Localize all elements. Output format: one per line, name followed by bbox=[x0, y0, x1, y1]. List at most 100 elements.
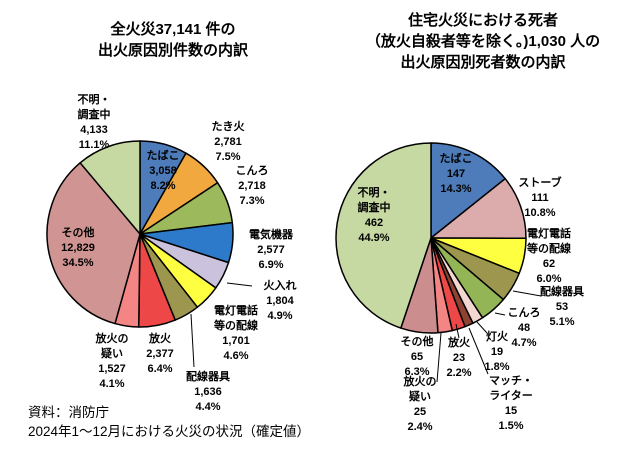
slice-label-line: 配線器具 bbox=[540, 286, 584, 298]
slice-label-line: 2,577 bbox=[257, 244, 285, 256]
slice-label-line: 4.4% bbox=[195, 401, 221, 413]
slice-label-line: ライター bbox=[489, 390, 533, 402]
leader-line-home-fire-deaths-by-cause-cooking-stove bbox=[494, 312, 506, 316]
slice-label-line: 1,804 bbox=[266, 295, 294, 307]
slice-label-home-fire-deaths-by-cause-electrical-wiring: 電灯電話 等の配線 62 6.0% bbox=[527, 227, 571, 287]
slice-label-line: 7.3% bbox=[239, 195, 265, 207]
slice-label-line: 4.7% bbox=[511, 337, 537, 349]
slice-label-all-fires-by-cause-arson: 放火 2,377 6.4% bbox=[146, 332, 174, 377]
slice-label-all-fires-by-cause-tobacco: たばこ 3,058 8.2% bbox=[147, 149, 180, 194]
slice-label-line: 電気機器 bbox=[249, 229, 293, 241]
leader-line-home-fire-deaths-by-cause-match-lighter bbox=[468, 327, 489, 375]
chart-title-line: 出火原因別件数の内訳 bbox=[97, 42, 249, 59]
slice-label-line: 4.6% bbox=[223, 350, 249, 362]
slice-label-line: 4.9% bbox=[267, 310, 293, 322]
leader-line-all-fires-by-cause-controlled-burn bbox=[226, 282, 253, 287]
slice-label-line: 53 bbox=[555, 301, 569, 313]
chart-title-line: 住宅火災における死者 bbox=[407, 12, 559, 29]
slice-label-line: 15 bbox=[504, 405, 518, 417]
period-line: 2024年1～12月における火災の状況（確定値） bbox=[28, 424, 311, 439]
chart-title-line: （放火自殺者等を除く。)1,030 人の bbox=[365, 33, 601, 50]
slice-label-line: 4,133 bbox=[80, 124, 108, 136]
slice-label-line: 放火の bbox=[95, 333, 129, 345]
source-line: 資料：消防庁 bbox=[28, 405, 109, 420]
chart-title-line: 出火原因別死者数の内訳 bbox=[400, 54, 566, 71]
slice-label-line: 火入れ bbox=[263, 280, 297, 292]
leader-line-home-fire-deaths-by-cause-wiring-devices bbox=[512, 290, 542, 297]
slice-label-line: 6.3% bbox=[404, 366, 430, 378]
slice-label-line: 10.8% bbox=[524, 207, 556, 219]
slice-label-all-fires-by-cause-other: その他 12,829 34.5% bbox=[61, 226, 95, 271]
slice-label-line: こんろ bbox=[507, 307, 541, 319]
slice-label-home-fire-deaths-by-cause-heating-stove: ストーブ 111 10.8% bbox=[518, 176, 561, 221]
slice-label-line: 5.1% bbox=[549, 316, 575, 328]
slice-label-line: 34.5% bbox=[62, 257, 94, 269]
slice-label-line: 2,377 bbox=[146, 348, 174, 360]
slice-label-home-fire-deaths-by-cause-unknown-under-investigation: 不明・ 調査中 462 44.9% bbox=[358, 186, 391, 246]
slice-label-line: 1.8% bbox=[484, 361, 510, 373]
slice-label-line: 1,527 bbox=[98, 363, 126, 375]
slice-label-all-fires-by-cause-unknown-under-investigation: 不明・調査中 4,133 11.1% bbox=[78, 93, 111, 153]
slice-label-line: 6.0% bbox=[536, 273, 562, 285]
slice-label-line: 6.9% bbox=[258, 259, 284, 271]
slice-label-line: 配線器具 bbox=[186, 371, 230, 383]
slice-label-line: 48 bbox=[517, 322, 531, 334]
slice-label-line: その他 bbox=[400, 336, 434, 348]
slice-label-line: 19 bbox=[490, 346, 504, 358]
slice-label-line: 灯火 bbox=[485, 331, 508, 343]
slice-label-line: 6.4% bbox=[147, 363, 173, 375]
pie-slice-all-fires-by-cause-unknown-under-investigation bbox=[79, 140, 141, 235]
slice-label-all-fires-by-cause-electrical-equipment: 電気機器 2,577 6.9% bbox=[249, 228, 293, 273]
slice-label-line: 65 bbox=[410, 351, 424, 363]
slice-label-line: 8.2% bbox=[150, 180, 176, 192]
slice-label-line: 調査中 bbox=[357, 202, 391, 214]
slice-label-home-fire-deaths-by-cause-lamplight: 灯火 19 1.8% bbox=[484, 330, 509, 375]
slice-label-line: たばこ bbox=[146, 150, 180, 162]
slice-label-all-fires-by-cause-suspected-arson: 放火の 疑い 1,527 4.1% bbox=[96, 332, 129, 392]
slice-label-line: 2.2% bbox=[446, 367, 472, 379]
slice-label-line: 44.9% bbox=[358, 232, 390, 244]
slice-label-line: 放火の bbox=[403, 376, 437, 388]
slice-label-line: 2,781 bbox=[214, 136, 242, 148]
chart-title-home-fire-deaths: 住宅火災における死者 （放火自殺者等を除く。)1,030 人の 出火原因別死者数の内… bbox=[366, 10, 600, 73]
slice-label-line: 不明・ bbox=[357, 187, 391, 199]
slice-label-home-fire-deaths-by-cause-arson: 放火 23 2.2% bbox=[446, 336, 471, 381]
slice-label-line: マッチ・ bbox=[489, 375, 533, 387]
slice-label-line: 1,701 bbox=[222, 335, 250, 347]
slice-label-all-fires-by-cause-cooking-stove: こんろ 2,718 7.3% bbox=[236, 164, 269, 209]
slice-label-line: 25 bbox=[413, 406, 427, 418]
slice-label-home-fire-deaths-by-cause-tobacco: たばこ 147 14.3% bbox=[440, 152, 473, 197]
slice-label-home-fire-deaths-by-cause-wiring-devices: 配線器具 53 5.1% bbox=[540, 285, 584, 330]
chart-title-all-fires: 全火災37,141 件の 出火原因別件数の内訳 bbox=[98, 19, 248, 61]
pie-slice-home-fire-deaths-by-cause-unknown-under-investigation bbox=[335, 142, 432, 329]
leader-line-all-fires-by-cause-wiring-devices bbox=[190, 313, 195, 368]
slice-label-line: 1,636 bbox=[194, 386, 222, 398]
slice-label-line: 2,718 bbox=[238, 180, 266, 192]
pie-slice-all-fires-by-cause-other bbox=[46, 162, 141, 325]
slice-label-line: 11.1% bbox=[78, 139, 110, 151]
slice-label-line: たばこ bbox=[439, 153, 473, 165]
slice-label-line: 2.4% bbox=[407, 421, 433, 433]
leader-line-home-fire-deaths-by-cause-arson bbox=[455, 323, 460, 339]
slice-label-line: 放火 bbox=[447, 337, 470, 349]
slice-label-line: 7.5% bbox=[215, 151, 241, 163]
slice-label-line: 調査中 bbox=[77, 109, 111, 121]
slice-label-line: 4.1% bbox=[99, 378, 125, 390]
slice-label-line: 不明・ bbox=[77, 94, 111, 106]
slice-label-line: 1.5% bbox=[498, 420, 524, 432]
chart-title-line: 全火災37,141 件の bbox=[110, 21, 236, 38]
slice-label-line: 147 bbox=[446, 168, 466, 180]
slice-label-line: 等の配線 bbox=[527, 243, 571, 255]
slice-label-line: 111 bbox=[531, 192, 549, 204]
slice-label-all-fires-by-cause-controlled-burn: 火入れ 1,804 4.9% bbox=[264, 279, 297, 324]
slice-label-line: 62 bbox=[542, 258, 556, 270]
slice-label-line: たき火 bbox=[211, 121, 245, 133]
leader-line-home-fire-deaths-by-cause-suspected-arson bbox=[436, 332, 442, 383]
slice-label-line: 等の配線 bbox=[214, 320, 258, 332]
slice-label-line: 3,058 bbox=[149, 165, 177, 177]
leader-line-home-fire-deaths-by-cause-lamplight bbox=[476, 321, 488, 334]
slice-label-home-fire-deaths-by-cause-suspected-arson: 放火の 疑い 25 2.4% bbox=[404, 375, 437, 435]
source-note: 資料：消防庁 2024年1～12月における火災の状況（確定値） bbox=[28, 403, 310, 441]
